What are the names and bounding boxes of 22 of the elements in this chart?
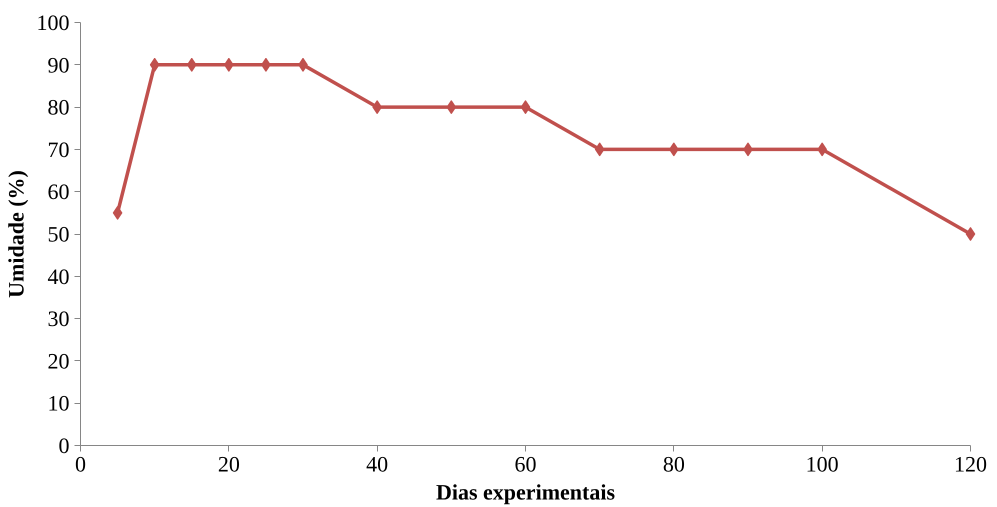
x-tick-label: 60 — [514, 452, 536, 476]
y-tick-label: 100 — [36, 10, 70, 35]
y-tick-label: 80 — [48, 94, 70, 120]
y-tick-label: 10 — [48, 390, 70, 416]
y-tick-label: 0 — [58, 433, 70, 458]
y-tick-label: 90 — [48, 52, 70, 78]
x-tick-label: 20 — [218, 452, 240, 476]
x-tick-label: 80 — [662, 452, 685, 476]
y-tick-label: 60 — [48, 179, 70, 204]
point — [966, 227, 976, 241]
y-tick-label: 40 — [48, 264, 70, 289]
y-tick-label: 20 — [48, 348, 70, 374]
x-axis-title: Dias experimentais — [436, 480, 616, 504]
y-tick-label: 70 — [48, 136, 70, 162]
y-tick-label: 30 — [48, 306, 70, 332]
x-tick-label: 40 — [366, 452, 388, 476]
x-tick-label: 100 — [806, 452, 839, 476]
point — [186, 58, 197, 72]
y-tick-label: 50 — [48, 222, 70, 246]
x-tick-label: 0 — [75, 452, 86, 476]
y-axis-title: Umidade (%) — [4, 170, 28, 298]
x-tick-label: 120 — [954, 452, 987, 476]
